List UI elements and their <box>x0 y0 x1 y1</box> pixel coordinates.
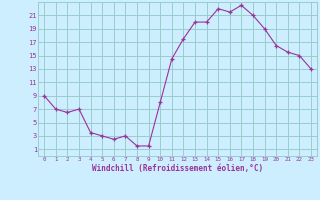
X-axis label: Windchill (Refroidissement éolien,°C): Windchill (Refroidissement éolien,°C) <box>92 164 263 173</box>
